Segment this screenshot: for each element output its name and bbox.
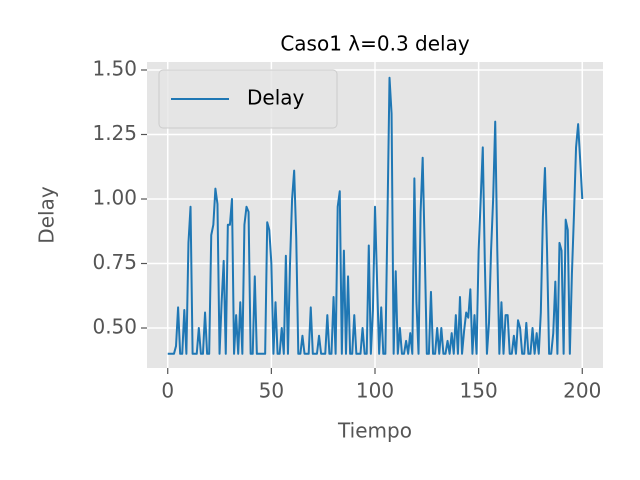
x-tick-label: 100 [356,379,394,403]
x-tick-label: 200 [563,379,601,403]
x-tick-label: 0 [161,379,174,403]
y-tick-label: 1.00 [92,186,137,210]
y-tick-label: 0.75 [92,250,137,274]
chart-title: Caso1 λ=0.3 delay [280,32,470,56]
y-tick-label: 0.50 [92,315,137,339]
legend-box [158,69,338,129]
legend-label: Delay [247,86,305,110]
y-tick-label: 1.50 [92,56,137,80]
x-tick-label: 50 [259,379,284,403]
x-tick-label: 150 [460,379,498,403]
data-line [167,76,584,355]
y-axis-label: Delay [35,186,59,244]
y-tick-label: 1.25 [92,121,137,145]
x-axis-label: Tiempo [337,419,412,443]
